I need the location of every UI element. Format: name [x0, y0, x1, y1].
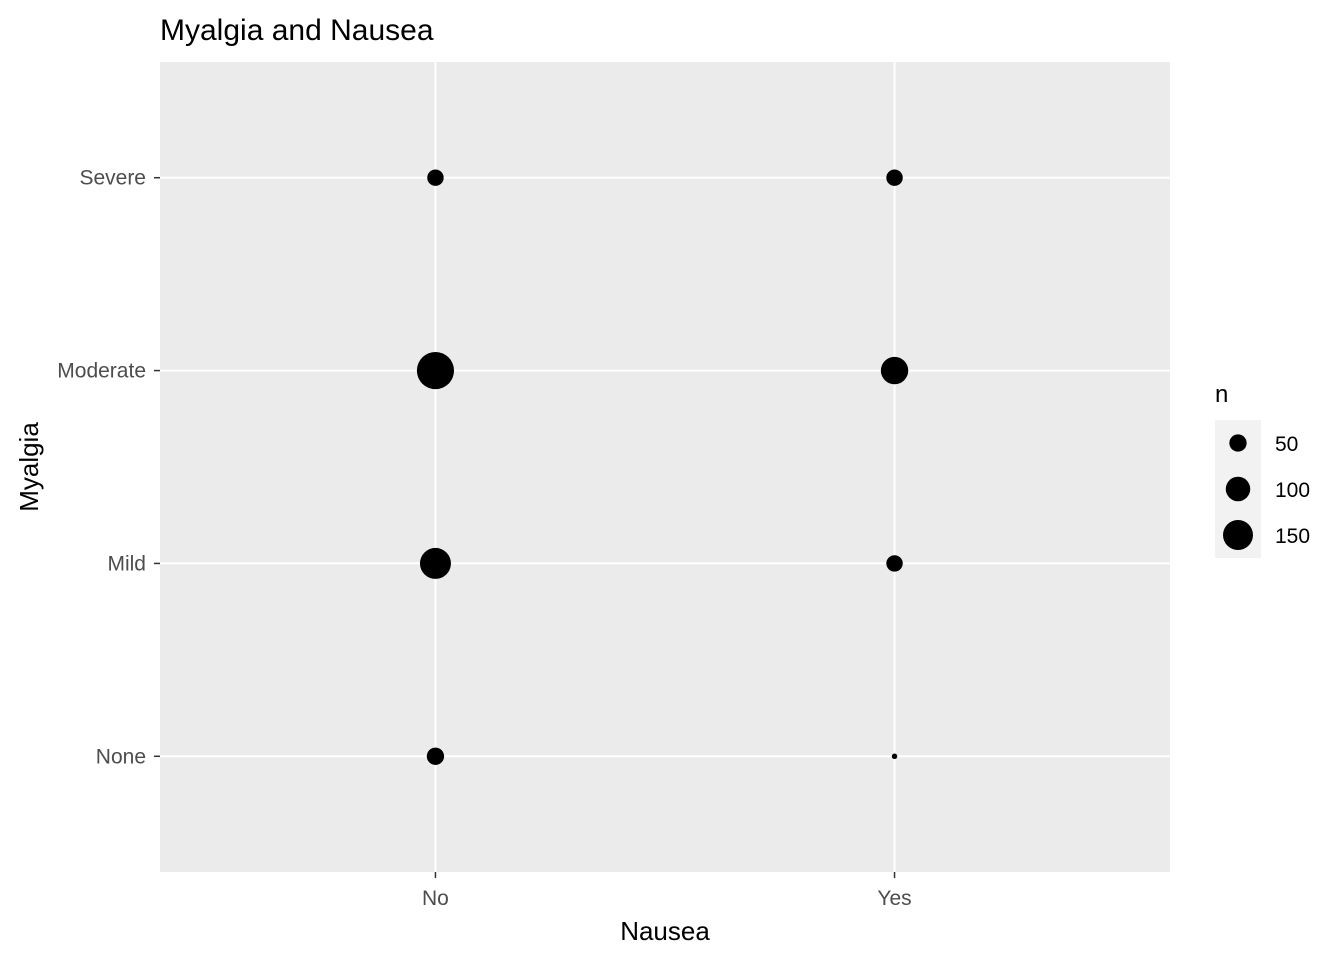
legend-label-100: 100 [1275, 479, 1310, 502]
point-no-moderate [416, 351, 455, 390]
point-yes-mild [886, 555, 903, 572]
point-no-mild [419, 547, 451, 579]
point-yes-moderate [880, 356, 909, 385]
legend-key-50 [1229, 434, 1247, 452]
legend-key-150 [1223, 520, 1253, 550]
point-no-severe [427, 169, 444, 186]
plot-panel [160, 62, 1170, 872]
y-tick-label-moderate: Moderate [57, 360, 146, 383]
size-legend: n 50 100 150 [1215, 381, 1310, 558]
x-tick-label-no: No [422, 887, 449, 910]
point-yes-none [891, 753, 898, 760]
y-tick-label-severe: Severe [79, 167, 146, 190]
legend-key-100 [1225, 476, 1251, 502]
grid-lines [160, 62, 1170, 872]
chart-title: Myalgia and Nausea [160, 14, 434, 47]
x-tick-label-yes: Yes [877, 887, 911, 910]
y-axis-title: Myalgia [14, 422, 44, 512]
point-yes-severe [886, 169, 903, 186]
x-axis-title: Nausea [620, 916, 710, 946]
y-tick-label-none: None [96, 745, 146, 768]
point-no-none [426, 747, 445, 765]
legend-label-50: 50 [1275, 433, 1298, 456]
axis-ticks: No Yes None Mild Moderate Severe [57, 167, 911, 910]
data-points [416, 169, 909, 765]
legend-label-150: 150 [1275, 525, 1310, 548]
legend-title: n [1215, 381, 1228, 408]
legend-keys: 50 100 150 [1223, 433, 1310, 550]
y-tick-label-mild: Mild [107, 552, 146, 575]
